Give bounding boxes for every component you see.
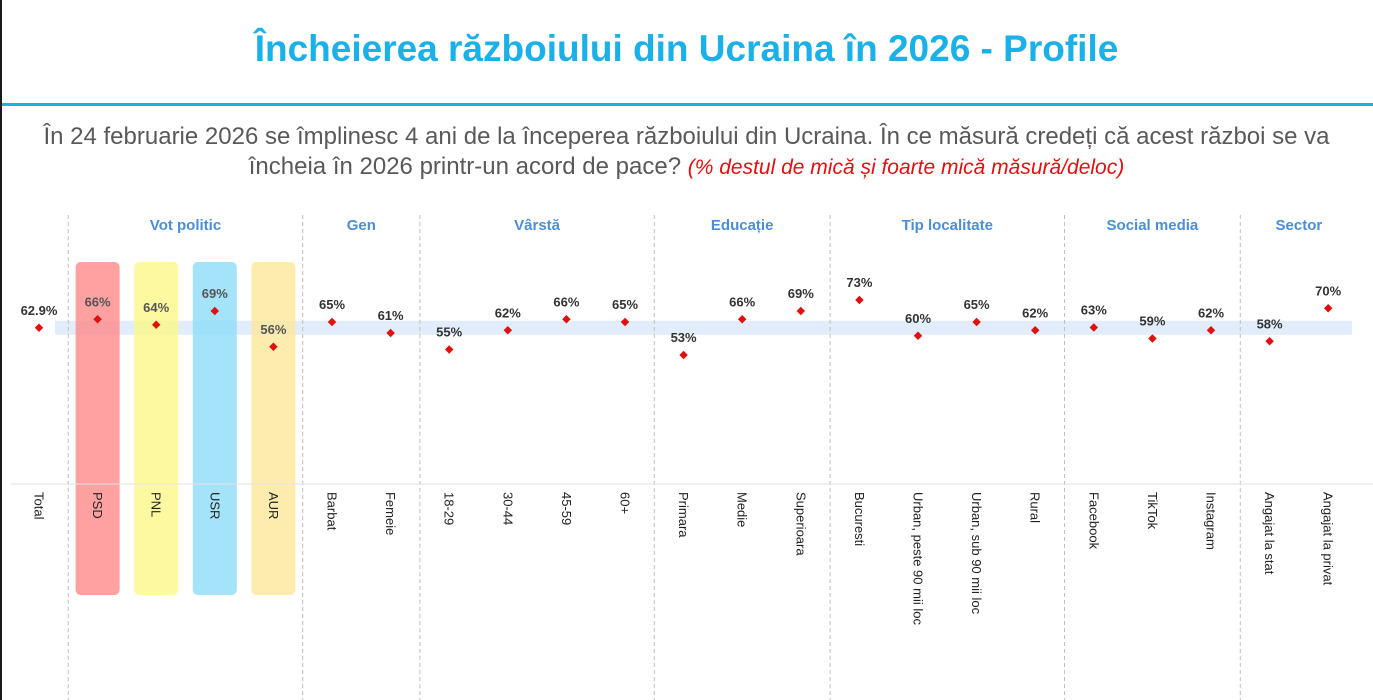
data-label: 65% <box>319 297 345 312</box>
data-label: 66% <box>553 294 579 309</box>
category-label: Total <box>32 492 47 520</box>
category-label: Medie <box>735 492 750 527</box>
data-point <box>210 306 220 316</box>
category-label: Primara <box>676 492 691 538</box>
data-point <box>327 317 337 327</box>
data-label: 62.9% <box>21 303 58 318</box>
data-point <box>444 345 454 354</box>
group-label: Educație <box>711 217 774 234</box>
category-label: Instagram <box>1204 492 1219 550</box>
data-point <box>1089 323 1099 332</box>
category-label: Barbat <box>325 492 340 531</box>
data-point <box>913 331 923 340</box>
data-label: 66% <box>85 294 111 309</box>
data-point <box>1030 326 1040 335</box>
party-highlight-usr <box>192 262 237 595</box>
category-label: Angajat la privat <box>1321 492 1336 586</box>
data-label: 65% <box>612 297 638 312</box>
data-label: 65% <box>964 297 990 312</box>
data-label: 73% <box>846 275 872 290</box>
category-label: PNL <box>149 492 164 517</box>
data-point <box>679 350 688 360</box>
data-label: 62% <box>1022 305 1048 320</box>
page-title: Încheierea războiului din Ucraina în 202… <box>254 28 1119 69</box>
data-point <box>93 315 102 324</box>
data-label: 69% <box>202 286 228 301</box>
title-underline <box>2 103 1373 106</box>
data-point <box>1323 304 1333 313</box>
data-label: 59% <box>1139 314 1165 329</box>
data-point <box>737 315 747 324</box>
category-label: Bucuresti <box>852 492 867 546</box>
category-label: USR <box>207 492 222 519</box>
category-label: AUR <box>266 492 281 519</box>
data-point <box>855 295 864 305</box>
party-highlight-psd <box>75 262 120 595</box>
group-label: Gen <box>347 217 376 234</box>
data-label: 63% <box>1081 303 1107 318</box>
data-label: 61% <box>378 308 404 323</box>
data-point <box>796 306 806 316</box>
data-point <box>269 342 278 351</box>
frame-left-border <box>0 0 2 700</box>
data-point <box>1148 334 1157 343</box>
category-label: 30-44 <box>500 492 515 525</box>
party-highlight-pnl <box>134 262 179 595</box>
data-label: 69% <box>788 286 814 301</box>
group-label: Social media <box>1107 217 1199 234</box>
data-label: 64% <box>143 300 169 315</box>
data-point <box>151 320 161 329</box>
category-label: 45-59 <box>559 492 574 525</box>
data-point <box>34 323 44 333</box>
data-point <box>620 317 630 327</box>
category-label: Angajat la stat <box>1262 492 1277 575</box>
reference-band <box>55 320 1352 335</box>
data-label: 53% <box>671 330 697 345</box>
data-point <box>503 326 513 335</box>
category-label: Urban, sub 90 mii loc <box>969 492 984 615</box>
data-point <box>1206 326 1216 335</box>
data-label: 60% <box>905 311 931 326</box>
question-text: În 24 februarie 2026 se împlinesc 4 ani … <box>43 123 1330 180</box>
data-label: 62% <box>495 305 521 320</box>
data-point <box>1265 337 1274 346</box>
group-label: Vot politic <box>150 217 221 234</box>
data-point <box>386 328 395 338</box>
data-label: 55% <box>436 325 462 340</box>
group-label: Sector <box>1276 217 1323 234</box>
data-label: 58% <box>1257 316 1283 331</box>
data-point <box>562 315 571 324</box>
category-label: Facebook <box>1086 492 1101 550</box>
data-label: 56% <box>260 322 286 337</box>
category-label: Femeie <box>383 492 398 535</box>
category-label: TikTok <box>1145 492 1160 530</box>
survey-question: În 24 februarie 2026 se împlinesc 4 ani … <box>40 122 1333 183</box>
data-label: 66% <box>729 294 755 309</box>
category-label: PSD <box>90 492 105 519</box>
data-label: 70% <box>1315 283 1341 298</box>
category-label: Urban, peste 90 mii loc <box>911 492 926 625</box>
category-label: 18-29 <box>442 492 457 525</box>
group-label: Vârstă <box>514 217 561 234</box>
group-label: Tip localitate <box>902 217 993 234</box>
data-label: 62% <box>1198 305 1224 320</box>
category-label: Rural <box>1028 492 1043 523</box>
party-highlight-aur <box>251 262 296 595</box>
data-point <box>972 317 981 327</box>
category-label: 60+ <box>618 492 633 514</box>
question-note: (% destul de mică și foarte mică măsură/… <box>687 156 1125 179</box>
category-label: Superioara <box>793 492 808 556</box>
